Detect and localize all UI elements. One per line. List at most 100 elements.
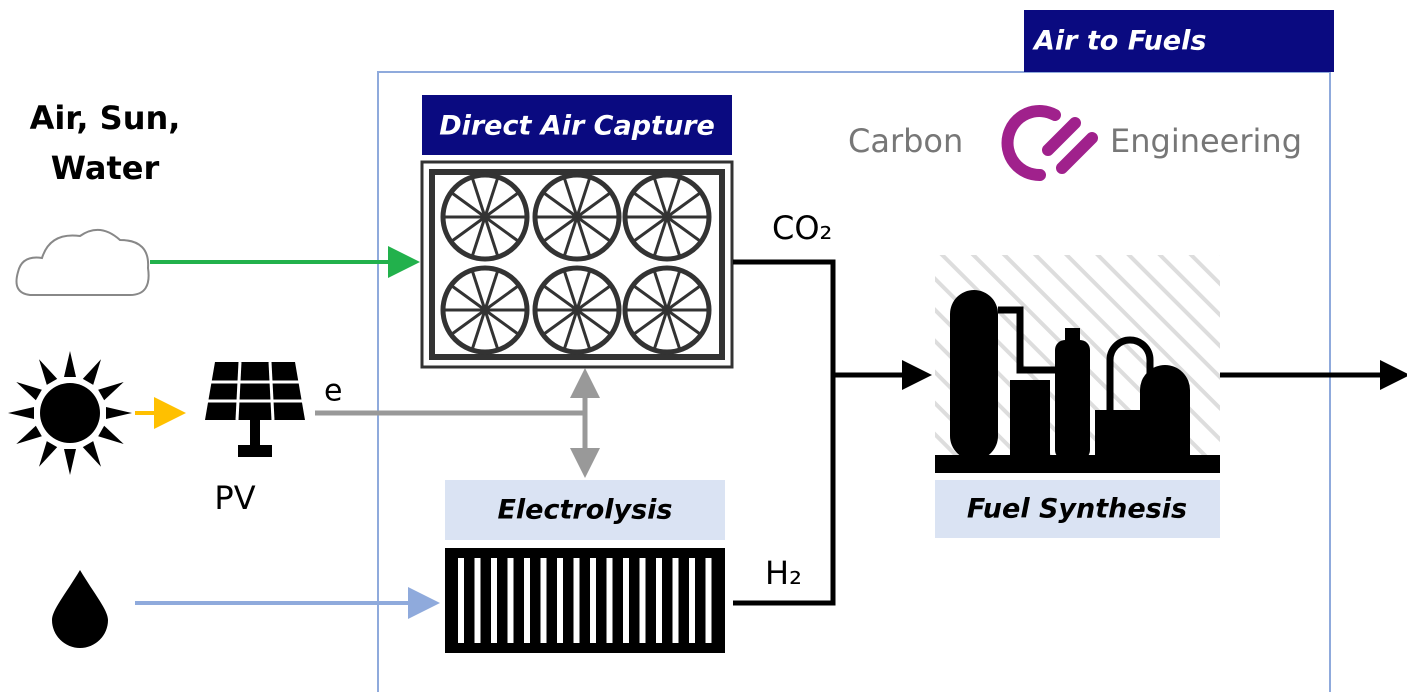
dac-fans <box>440 172 712 355</box>
fan-blade <box>653 309 669 349</box>
fan-blade <box>576 308 611 335</box>
fan-blade <box>484 215 519 242</box>
sun-ray <box>64 351 76 377</box>
dac-header <box>422 95 732 155</box>
inputs-line: Water <box>51 149 160 187</box>
stripe <box>656 558 662 643</box>
sun-ray <box>8 407 34 419</box>
fan-blade <box>653 178 669 218</box>
fan-blade <box>633 192 668 219</box>
fan-blade <box>666 285 701 312</box>
fan-blade <box>633 285 668 312</box>
fan-blade <box>451 192 486 219</box>
stripe <box>524 558 530 643</box>
fan-blade <box>484 308 519 335</box>
fan-blade <box>471 178 487 218</box>
sun-ray <box>98 382 124 401</box>
fan-blade <box>665 309 681 349</box>
fan-blade <box>563 216 579 256</box>
electricity-label: e <box>324 374 342 409</box>
sun-icon <box>8 351 132 475</box>
inputs-line: Air, Sun, <box>30 99 181 137</box>
fan-blade <box>451 285 486 312</box>
fan-blade <box>576 215 611 242</box>
fan-blade <box>563 309 579 349</box>
fan-blade <box>575 271 591 311</box>
plant-icon <box>935 290 1220 473</box>
stripe <box>507 558 514 643</box>
stripe <box>623 558 629 643</box>
stripe <box>606 558 613 643</box>
fan-blade <box>653 271 669 311</box>
gas-line <box>733 259 836 606</box>
pv-icon <box>205 361 305 457</box>
logo-mark <box>1001 105 1098 182</box>
stripe <box>705 558 712 643</box>
h2-label: H₂ <box>765 554 802 592</box>
electrolyzer-stripes <box>458 558 712 643</box>
fan-blade <box>543 285 578 312</box>
fan-blade <box>633 215 668 242</box>
sun-ray <box>16 425 42 444</box>
electrolyzer <box>445 548 725 653</box>
sun-ray <box>98 425 124 444</box>
fan-blade <box>666 192 701 219</box>
banner-box <box>1024 10 1334 72</box>
sun-ray <box>82 441 101 467</box>
sun-ray <box>64 449 76 475</box>
stripe <box>573 558 580 643</box>
fan-blade <box>666 308 701 335</box>
fan-blade <box>563 271 579 311</box>
fan-blade <box>575 178 591 218</box>
fan-blade <box>484 192 519 219</box>
fan-blade <box>483 271 499 311</box>
process-frame <box>377 71 1331 692</box>
sun-core <box>40 383 100 443</box>
fuel-box <box>935 480 1220 538</box>
fan-blade <box>471 271 487 311</box>
fan-blade <box>471 309 487 349</box>
fan-blade <box>563 178 579 218</box>
fan-blade <box>543 215 578 242</box>
stripe <box>474 558 481 643</box>
fan-blade <box>483 178 499 218</box>
stripe <box>540 558 547 643</box>
sun-ray <box>39 359 58 385</box>
water-drop <box>52 570 108 648</box>
stripe <box>639 558 646 643</box>
fan-blade <box>483 216 499 256</box>
sun-ray <box>39 441 58 467</box>
stripe <box>689 558 695 643</box>
stripe <box>672 558 679 643</box>
fan-blade <box>653 216 669 256</box>
stripe <box>557 558 563 643</box>
sun-ray <box>82 359 101 385</box>
fan-blade <box>576 192 611 219</box>
fan-blade <box>543 308 578 335</box>
fuel-label: Fuel Synthesis <box>967 494 1187 525</box>
banner: Air to Fuels <box>1032 26 1206 57</box>
pv-label: PV <box>214 479 255 517</box>
fan-blade <box>451 215 486 242</box>
fan-blade <box>576 285 611 312</box>
fan-blade <box>575 309 591 349</box>
cloud-icon <box>15 229 150 296</box>
co2-label: CO₂ <box>772 209 832 247</box>
fan-blade <box>484 285 519 312</box>
sun-ray <box>106 407 132 419</box>
fan-blade <box>543 192 578 219</box>
logo-left: Carbon <box>848 122 963 160</box>
fan-blade <box>575 216 591 256</box>
sun-ray <box>16 382 42 401</box>
fan-blade <box>471 216 487 256</box>
fan-blade <box>633 308 668 335</box>
fan-blade <box>666 215 701 242</box>
fan-blade <box>665 271 681 311</box>
fan-blade <box>483 309 499 349</box>
electrolysis-box <box>445 480 725 540</box>
fan-blade <box>665 178 681 218</box>
fan-blade <box>451 308 486 335</box>
electrolysis-label: Electrolysis <box>497 495 672 526</box>
fan-blade <box>665 216 681 256</box>
